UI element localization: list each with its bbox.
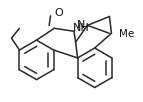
Text: N: N: [77, 20, 86, 30]
Text: O: O: [55, 8, 63, 18]
Text: NH: NH: [73, 23, 89, 33]
Text: Me: Me: [119, 29, 134, 39]
